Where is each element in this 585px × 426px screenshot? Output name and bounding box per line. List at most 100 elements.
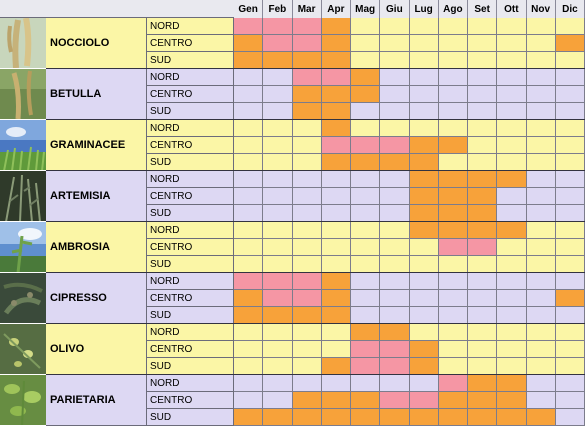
calendar-cell [555, 358, 585, 375]
calendar-cell [234, 18, 264, 35]
region-label-nord: NORD [147, 18, 234, 35]
calendar-cell [555, 69, 585, 86]
calendar-cell [438, 69, 468, 86]
calendar-cell [438, 171, 468, 188]
calendar-cell [351, 222, 381, 239]
calendar-cell [234, 103, 264, 120]
calendar-cell [351, 375, 381, 392]
group-divider [46, 170, 585, 171]
region-label-nord: NORD [147, 120, 234, 137]
calendar-cell [351, 392, 381, 409]
calendar-cell [438, 392, 468, 409]
calendar-cell [438, 239, 468, 256]
calendar-cell [468, 239, 498, 256]
calendar-cell [409, 171, 439, 188]
calendar-cell [438, 18, 468, 35]
group-divider [46, 221, 585, 222]
region-label-nord: NORD [147, 375, 234, 392]
calendar-cell [292, 324, 322, 341]
calendar-cell [234, 52, 264, 69]
calendar-cell [409, 290, 439, 307]
calendar-cell [380, 375, 410, 392]
calendar-cell [468, 341, 498, 358]
calendar-cell [555, 188, 585, 205]
calendar-cell [234, 86, 264, 103]
calendar-cell [468, 120, 498, 137]
calendar-cell [526, 86, 556, 103]
region-label-sud: SUD [147, 205, 234, 222]
calendar-cell [409, 392, 439, 409]
birch-catkin-photo [0, 69, 46, 120]
calendar-cell [234, 324, 264, 341]
region-label-sud: SUD [147, 154, 234, 171]
calendar-cell [321, 307, 351, 324]
calendar-cell [555, 52, 585, 69]
calendar-cell [321, 52, 351, 69]
calendar-cell [409, 69, 439, 86]
calendar-cell [555, 324, 585, 341]
calendar-cell [438, 222, 468, 239]
calendar-cell [292, 120, 322, 137]
calendar-cell [468, 324, 498, 341]
calendar-cell [497, 188, 527, 205]
calendar-cell [380, 18, 410, 35]
calendar-cell [380, 69, 410, 86]
calendar-cell [555, 18, 585, 35]
region-label-sud: SUD [147, 307, 234, 324]
calendar-cell [263, 307, 293, 324]
calendar-cell [263, 205, 293, 222]
calendar-cell [351, 256, 381, 273]
calendar-cell [526, 273, 556, 290]
calendar-cell [292, 52, 322, 69]
calendar-cell [321, 341, 351, 358]
calendar-cell [263, 392, 293, 409]
calendar-cell [555, 341, 585, 358]
calendar-cell [263, 137, 293, 154]
olive-photo [0, 324, 46, 375]
calendar-cell [526, 256, 556, 273]
month-header-feb: Feb [263, 0, 293, 18]
calendar-cell [263, 375, 293, 392]
calendar-cell [497, 222, 527, 239]
calendar-cell [380, 52, 410, 69]
cypress-photo [0, 273, 46, 324]
calendar-cell [497, 52, 527, 69]
calendar-cell [292, 409, 322, 426]
calendar-cell [321, 69, 351, 86]
calendar-cell [438, 120, 468, 137]
calendar-cell [380, 273, 410, 290]
calendar-cell [321, 290, 351, 307]
calendar-cell [380, 256, 410, 273]
calendar-cell [438, 137, 468, 154]
calendar-cell [526, 409, 556, 426]
calendar-cell [351, 52, 381, 69]
calendar-cell [292, 358, 322, 375]
calendar-cell [409, 103, 439, 120]
calendar-cell [468, 35, 498, 52]
calendar-cell [380, 290, 410, 307]
calendar-cell [263, 324, 293, 341]
calendar-cell [292, 239, 322, 256]
calendar-cell [526, 52, 556, 69]
calendar-cell [526, 324, 556, 341]
group-divider [46, 68, 585, 69]
calendar-cell [468, 69, 498, 86]
calendar-cell [497, 171, 527, 188]
calendar-cell [263, 35, 293, 52]
calendar-cell [409, 256, 439, 273]
region-label-sud: SUD [147, 103, 234, 120]
calendar-cell [292, 341, 322, 358]
calendar-cell [555, 239, 585, 256]
calendar-cell [380, 409, 410, 426]
group-divider [46, 374, 585, 375]
region-label-centro: CENTRO [147, 86, 234, 103]
calendar-cell [468, 137, 498, 154]
calendar-cell [292, 307, 322, 324]
month-header-dic: Dic [555, 0, 585, 18]
calendar-cell [555, 120, 585, 137]
calendar-cell [526, 188, 556, 205]
calendar-cell [321, 18, 351, 35]
calendar-cell [555, 171, 585, 188]
calendar-cell [555, 256, 585, 273]
calendar-cell [234, 188, 264, 205]
